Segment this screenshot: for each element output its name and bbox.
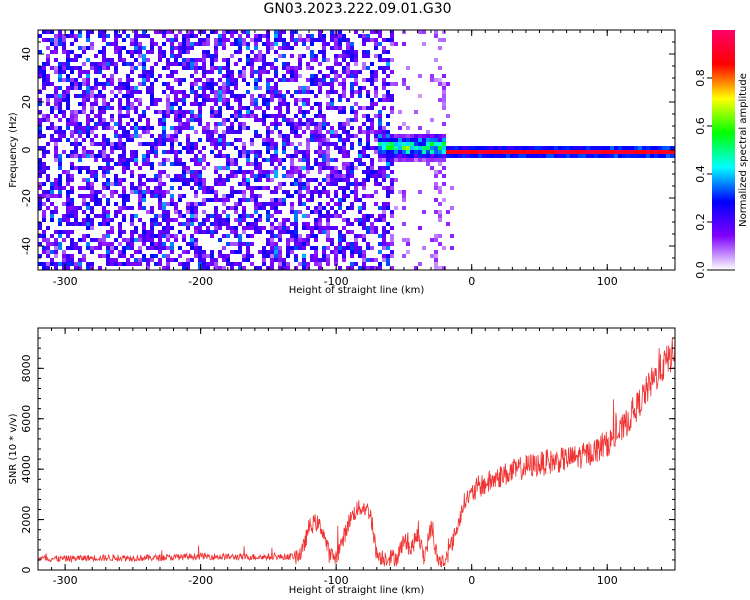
x-tick-label: -100 [324,574,349,587]
y-tick-label: 20 [20,95,33,109]
x-tick-label: -300 [53,275,78,288]
y-tick-label: 8000 [20,354,33,382]
colorbar-tick-label: 0.6 [694,117,707,135]
heatmap-cells [38,30,675,270]
colorbar-tick-label: 0.8 [694,69,707,87]
x-tick-label: 0 [468,574,475,587]
y-axis-label: SNR (10 * v/v) [8,413,19,484]
y-tick-label: -20 [20,189,33,207]
x-tick-label: -200 [188,574,213,587]
y-tick-label: 2000 [20,506,33,534]
chart-title: GN03.2023.222.09.01.G30 [263,1,452,17]
x-tick-label: 100 [597,275,618,288]
y-tick-label: 4000 [20,455,33,483]
y-tick-label: 40 [20,47,33,61]
snr-line [38,337,675,568]
x-tick-label: 0 [468,275,475,288]
x-axis-label: Height of straight line (km) [289,585,425,596]
x-tick-label: 100 [597,574,618,587]
y-tick-label: -40 [20,237,33,255]
colorbar-tick-label: 0.0 [694,261,707,279]
x-axis-label: Height of straight line (km) [289,285,425,296]
colorbar-tick-label: 0.4 [694,165,707,183]
x-tick-label: -100 [324,275,349,288]
x-tick-label: -200 [188,275,213,288]
y-tick-label: 0 [20,567,33,574]
x-tick-label: -300 [53,574,78,587]
colorbar-tick-label: 0.2 [694,213,707,231]
y-axis-label: Frequency (Hz) [8,112,19,188]
y-tick-label: 0 [20,147,33,154]
y-tick-label: 6000 [20,405,33,433]
colorbar [712,30,735,270]
colorbar-label: Normalized spectral amplitude [738,73,749,227]
